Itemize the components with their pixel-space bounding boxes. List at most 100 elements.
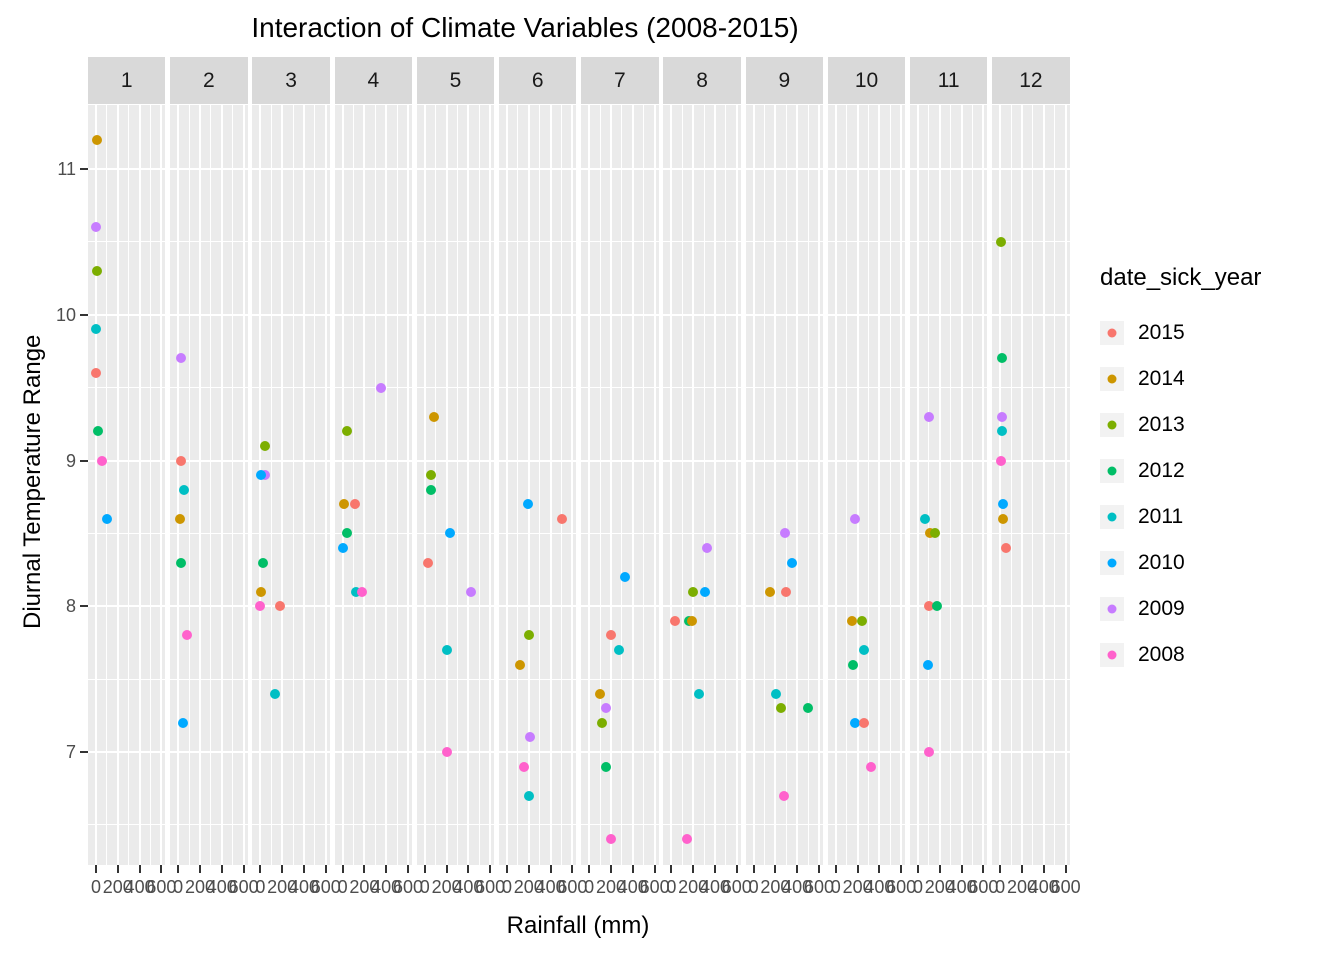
data-point-month-2-year-2009[interactable] [176,353,187,364]
data-point-month-10-year-2011[interactable] [859,644,870,655]
data-point-month-6-year-2009[interactable] [525,732,536,743]
data-point-month-9-year-2011[interactable] [771,688,782,699]
data-point-month-2-year-2012[interactable] [176,557,187,568]
data-point-month-5-year-2011[interactable] [441,644,452,655]
data-point-month-4-year-2013[interactable] [341,426,352,437]
data-point-month-1-year-2008[interactable] [96,455,107,466]
data-point-month-9-year-2013[interactable] [776,703,787,714]
data-point-month-5-year-2012[interactable] [426,484,437,495]
data-point-month-8-year-2010[interactable] [700,586,711,597]
data-point-month-3-year-2011[interactable] [270,688,281,699]
data-point-month-10-year-2009[interactable] [849,513,860,524]
data-point-month-11-year-2012[interactable] [931,601,942,612]
data-point-month-4-year-2008[interactable] [356,586,367,597]
data-point-month-6-year-2013[interactable] [524,630,535,641]
data-point-month-6-year-2010[interactable] [523,499,534,510]
data-point-month-1-year-2015[interactable] [91,368,101,379]
data-point-month-5-year-2009[interactable] [465,586,476,597]
data-point-month-7-year-2008[interactable] [605,834,616,845]
data-point-month-8-year-2013[interactable] [687,586,698,597]
data-point-month-10-year-2015[interactable] [858,717,869,728]
data-point-month-3-year-2012[interactable] [257,557,268,568]
data-point-month-9-year-2010[interactable] [787,557,798,568]
data-point-month-2-year-2008[interactable] [181,630,192,641]
data-point-month-5-year-2015[interactable] [423,557,434,568]
data-point-month-5-year-2014[interactable] [428,411,439,422]
data-point-month-7-year-2009[interactable] [601,703,612,714]
data-point-month-5-year-2010[interactable] [444,528,455,539]
data-point-month-11-year-2009[interactable] [924,411,935,422]
data-point-month-6-year-2011[interactable] [523,790,534,801]
data-point-month-1-year-2009[interactable] [91,222,101,233]
data-point-month-9-year-2009[interactable] [779,528,790,539]
data-point-month-1-year-2012[interactable] [92,426,103,437]
data-point-month-6-year-2014[interactable] [515,659,526,670]
data-point-month-9-year-2014[interactable] [764,586,775,597]
data-point-month-9-year-2015[interactable] [780,586,791,597]
data-point-month-2-year-2010[interactable] [177,717,188,728]
data-point-month-7-year-2012[interactable] [600,761,611,772]
data-point-month-11-year-2010[interactable] [922,659,933,670]
data-point-month-11-year-2008[interactable] [923,747,934,757]
legend-entry-2008[interactable]: 2008 [1100,632,1261,678]
facet-strip-7: 7 [581,57,659,104]
data-point-month-10-year-2013[interactable] [856,615,867,626]
data-point-month-4-year-2014[interactable] [338,499,349,510]
data-point-month-8-year-2015[interactable] [669,615,680,626]
data-point-month-6-year-2015[interactable] [556,513,567,524]
data-point-month-10-year-2010[interactable] [849,717,860,728]
data-point-month-3-year-2014[interactable] [256,586,267,597]
data-point-month-12-year-2009[interactable] [996,411,1007,422]
data-point-month-2-year-2014[interactable] [174,513,185,524]
data-point-month-4-year-2010[interactable] [337,542,348,553]
legend-entry-2012[interactable]: 2012 [1100,448,1261,494]
data-point-month-9-year-2012[interactable] [803,703,814,714]
data-point-month-5-year-2008[interactable] [441,747,452,757]
data-point-month-11-year-2015[interactable] [923,601,934,612]
data-point-month-12-year-2014[interactable] [998,513,1009,524]
data-point-month-12-year-2011[interactable] [996,426,1007,437]
data-point-month-8-year-2011[interactable] [694,688,705,699]
data-point-month-12-year-2013[interactable] [996,236,1007,247]
data-point-month-12-year-2012[interactable] [996,353,1007,364]
data-point-month-12-year-2010[interactable] [997,499,1008,510]
data-point-month-3-year-2010[interactable] [256,470,267,481]
data-point-month-2-year-2015[interactable] [176,455,187,466]
data-point-month-1-year-2014[interactable] [92,134,103,145]
legend-entry-2011[interactable]: 2011 [1100,494,1261,540]
data-point-month-10-year-2014[interactable] [846,615,857,626]
legend-entry-2013[interactable]: 2013 [1100,402,1261,448]
data-point-month-8-year-2009[interactable] [701,542,712,553]
legend-entry-2015[interactable]: 2015 [1100,310,1261,356]
data-point-month-10-year-2008[interactable] [865,761,876,772]
data-point-month-3-year-2015[interactable] [275,601,285,612]
data-point-month-7-year-2010[interactable] [620,572,631,583]
data-point-month-4-year-2011[interactable] [350,586,361,597]
legend-entry-2014[interactable]: 2014 [1100,356,1261,402]
data-point-month-12-year-2015[interactable] [1001,542,1012,553]
data-point-month-1-year-2011[interactable] [91,324,101,335]
data-point-month-3-year-2013[interactable] [259,440,270,451]
data-point-month-2-year-2011[interactable] [178,484,189,495]
data-point-month-10-year-2012[interactable] [847,659,858,670]
data-point-month-9-year-2008[interactable] [779,790,790,801]
data-point-month-7-year-2013[interactable] [596,717,607,728]
data-point-month-1-year-2013[interactable] [92,266,103,277]
legend-entry-2009[interactable]: 2009 [1100,586,1261,632]
data-point-month-1-year-2010[interactable] [101,513,112,524]
data-point-month-8-year-2008[interactable] [681,834,692,845]
data-point-month-6-year-2008[interactable] [519,761,530,772]
data-point-month-7-year-2011[interactable] [613,644,624,655]
legend-entry-2010[interactable]: 2010 [1100,540,1261,586]
data-point-month-7-year-2014[interactable] [594,688,605,699]
data-point-month-5-year-2013[interactable] [426,470,437,481]
data-point-month-4-year-2009[interactable] [375,382,386,393]
data-point-month-11-year-2013[interactable] [929,528,940,539]
data-point-month-12-year-2008[interactable] [996,455,1007,466]
data-point-month-8-year-2014[interactable] [686,615,697,626]
data-point-month-11-year-2011[interactable] [920,513,931,524]
data-point-month-3-year-2008[interactable] [255,601,266,612]
data-point-month-4-year-2015[interactable] [349,499,360,510]
data-point-month-4-year-2012[interactable] [341,528,352,539]
data-point-month-7-year-2015[interactable] [605,630,616,641]
